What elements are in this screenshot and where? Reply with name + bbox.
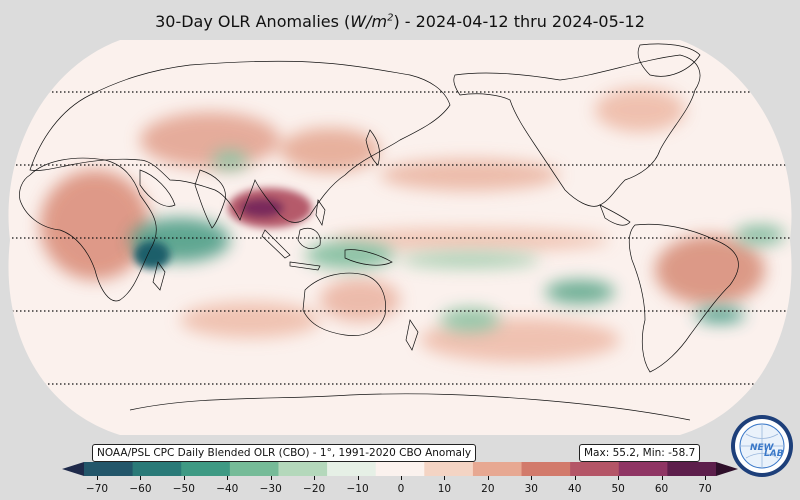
logo-text-accent: LAB bbox=[764, 449, 784, 459]
colorbar-segment bbox=[181, 462, 231, 476]
colorbar-tick-label: −30 bbox=[259, 483, 282, 495]
anomaly-positive-north-pacific bbox=[380, 159, 560, 191]
colorbar-segment bbox=[375, 462, 425, 476]
colorbar-segment bbox=[472, 462, 523, 476]
anomaly-negative-tropical-pacific bbox=[400, 252, 540, 268]
anomaly-positive-africa bbox=[40, 170, 150, 280]
anomaly-positive-eurasia bbox=[140, 112, 280, 168]
colorbar bbox=[62, 462, 738, 476]
coastline-south-america bbox=[628, 223, 739, 373]
coastline-arabia bbox=[139, 169, 176, 207]
coastline-borneo bbox=[297, 228, 321, 249]
coastline-africa bbox=[19, 157, 157, 302]
colorbar-tick-label: −10 bbox=[346, 483, 369, 495]
coastline-sumatra bbox=[261, 229, 291, 259]
title-suffix: ) - 2024-04-12 thru 2024-05-12 bbox=[393, 12, 645, 31]
colorbar-tick-label: 0 bbox=[397, 483, 405, 495]
colorbar-segment bbox=[618, 462, 668, 476]
colorbar-tickmark bbox=[531, 476, 533, 480]
coastline-greenland bbox=[637, 43, 701, 77]
colorbar-tickmark bbox=[574, 476, 576, 480]
title-unit-exponent: 2 bbox=[387, 12, 394, 24]
colorbar-arrow-right bbox=[716, 462, 738, 476]
colorbar-tick-label: 70 bbox=[698, 483, 712, 495]
anomaly-positive-indian-ocean bbox=[180, 302, 320, 338]
logo-globe-grid bbox=[740, 424, 784, 468]
coastline-madagascar bbox=[152, 261, 166, 291]
map-title: 30-Day OLR Anomalies (W/m2) - 2024-04-12… bbox=[0, 12, 800, 31]
colorbar-tickmark bbox=[705, 476, 706, 480]
anomaly-negative-south-pacific bbox=[545, 280, 615, 304]
anomaly-negative-midlatitude bbox=[440, 308, 500, 332]
colorbar-tick-label: 20 bbox=[481, 483, 495, 495]
anomaly-negative-himalaya bbox=[212, 150, 248, 170]
logo-text-main: NEW bbox=[750, 443, 775, 453]
colorbar-tickmark bbox=[97, 476, 98, 480]
colorbar-tickmark bbox=[661, 476, 663, 480]
coastline-north-america bbox=[453, 54, 701, 207]
coastline-india bbox=[194, 169, 226, 229]
colorbar-tickmark bbox=[401, 476, 402, 480]
max-min-label: Max: 55.2, Min: -58.7 bbox=[579, 444, 701, 462]
colorbar-tick-label: −70 bbox=[85, 483, 109, 495]
colorbar-tick-label: 60 bbox=[654, 483, 669, 495]
colorbar-tickmark bbox=[140, 476, 142, 480]
colorbar-tickmark bbox=[357, 476, 359, 480]
colorbar-tickmark bbox=[487, 476, 489, 480]
anomaly-negative-east-africa-core bbox=[134, 241, 170, 269]
coastline-new-guinea bbox=[344, 249, 393, 266]
data-source-label: NOAA/PSL CPC Daily Blended OLR (CBO) - 1… bbox=[92, 444, 477, 462]
title-unit: W/m bbox=[350, 12, 388, 31]
colorbar-tickmark bbox=[618, 476, 620, 480]
colorbar-tick-label: 50 bbox=[611, 483, 625, 495]
anomaly-positive-equatorial-pacific bbox=[330, 228, 610, 252]
colorbar-segment bbox=[327, 462, 377, 476]
colorbar-tickmark bbox=[444, 476, 446, 480]
title-prefix: 30-Day OLR Anomalies ( bbox=[155, 12, 351, 31]
anomaly-positive-north-america bbox=[595, 88, 685, 132]
coastline-java bbox=[289, 261, 321, 271]
colorbar-segment bbox=[229, 462, 279, 476]
coastline-central-america bbox=[599, 204, 631, 226]
colorbar-tick-label: 40 bbox=[568, 483, 582, 495]
colorbar-tick-label: −50 bbox=[172, 483, 195, 495]
colorbar-segment bbox=[570, 462, 620, 476]
coastline-new-zealand bbox=[405, 319, 419, 351]
colorbar-tick-label: 30 bbox=[524, 483, 538, 495]
colorbar-segment bbox=[278, 462, 328, 476]
coastline-eurasia bbox=[29, 60, 451, 223]
colorbar-tick-label: −20 bbox=[303, 483, 326, 495]
colorbar-tickmark bbox=[183, 476, 185, 480]
anomaly-positive-australia bbox=[320, 278, 400, 322]
colorbar-tick-label: −40 bbox=[216, 483, 239, 495]
anomaly-negative-southeast-pacific bbox=[695, 307, 745, 323]
anomaly-negative-north-atlantic bbox=[735, 225, 785, 245]
colorbar-tick-label: −60 bbox=[129, 483, 152, 495]
colorbar-tickmark bbox=[270, 476, 272, 480]
coastline-antarctica bbox=[129, 393, 691, 421]
colorbar-segment bbox=[84, 462, 134, 476]
anomaly-field bbox=[8, 43, 792, 421]
coastlines bbox=[19, 43, 739, 421]
colorbar-segment bbox=[424, 462, 474, 476]
colorbar-segment bbox=[132, 462, 182, 476]
coastline-australia bbox=[302, 272, 386, 336]
coastline-japan bbox=[365, 129, 380, 166]
colorbar-tickmark bbox=[227, 476, 229, 480]
colorbar-tickmark bbox=[314, 476, 316, 480]
anomaly-positive-east-asia bbox=[280, 128, 380, 172]
coastline-philippines bbox=[315, 199, 326, 226]
anomaly-positive-south-america bbox=[655, 235, 765, 305]
anomaly-negative-maritime-continent bbox=[305, 241, 395, 269]
colorbar-segment bbox=[667, 462, 717, 476]
anomaly-positive-indochina-core bbox=[240, 198, 284, 218]
colorbar-segment bbox=[521, 462, 571, 476]
colorbar-arrow-left bbox=[62, 462, 84, 476]
colorbar-tick-label: 10 bbox=[437, 483, 452, 495]
latitude-lines bbox=[8, 91, 792, 385]
lab-logo: NEW LAB bbox=[731, 415, 793, 477]
